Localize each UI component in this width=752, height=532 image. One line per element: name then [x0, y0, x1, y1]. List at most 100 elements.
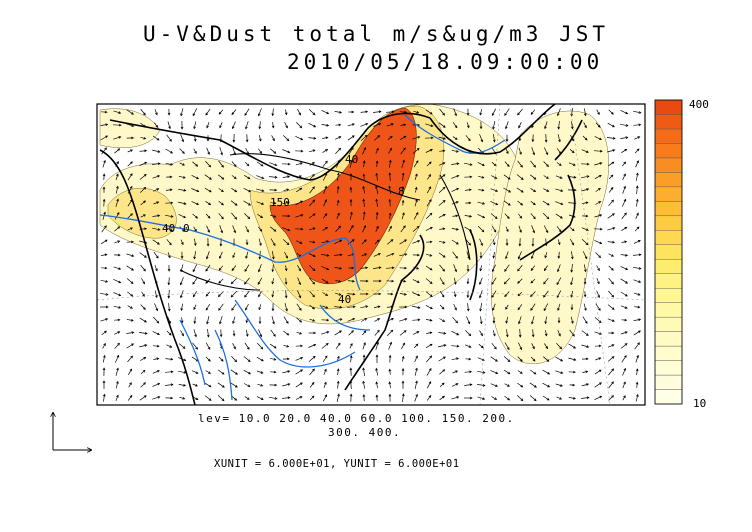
wind-vector-head — [375, 160, 379, 164]
wind-vector — [243, 187, 251, 193]
wind-vector-head — [612, 124, 615, 128]
wind-vector — [256, 201, 264, 205]
wind-vector-head — [441, 306, 445, 310]
wind-vector-head — [544, 321, 548, 325]
wind-vector — [166, 344, 172, 348]
wind-vector-head — [287, 383, 291, 386]
wind-vector — [361, 239, 367, 245]
wind-vector-head — [365, 110, 369, 114]
wind-vector-head — [430, 124, 434, 127]
wind-vector-head — [273, 229, 277, 232]
wind-vector-head — [491, 282, 494, 285]
wind-vector-head — [205, 281, 209, 284]
wind-vector — [334, 292, 342, 296]
wind-vector-head — [415, 160, 419, 164]
wind-vector — [556, 290, 562, 298]
wind-vector — [308, 213, 316, 219]
wind-vector-head — [404, 266, 408, 270]
wind-vector — [518, 316, 522, 324]
wind-vector — [439, 240, 445, 244]
wind-vector-head — [558, 229, 562, 233]
wind-vector-head — [299, 331, 303, 335]
wind-vector — [465, 135, 471, 141]
wind-vector-head — [104, 239, 108, 243]
wind-vector-head — [129, 185, 133, 189]
wind-vector — [115, 199, 119, 207]
wind-vector-head — [183, 383, 187, 387]
wind-vector — [568, 357, 576, 361]
wind-vector — [232, 147, 236, 155]
wind-vector-head — [118, 293, 122, 297]
wind-vector — [245, 251, 249, 259]
wind-vector-head — [157, 332, 160, 336]
wind-vector-head — [116, 394, 119, 398]
wind-vector-head — [312, 281, 316, 285]
wind-vector-head — [466, 125, 470, 129]
wind-vector — [375, 226, 379, 232]
wind-vector — [282, 397, 290, 399]
wind-vector-head — [584, 308, 587, 312]
wind-vector — [168, 289, 170, 299]
wind-vector — [531, 343, 535, 349]
wind-vector — [389, 186, 391, 194]
wind-vector — [165, 214, 173, 218]
wind-vector — [516, 187, 524, 193]
wind-vector-head — [482, 397, 486, 400]
wind-vector — [636, 199, 638, 207]
wind-vector — [362, 225, 366, 233]
wind-vector-head — [325, 343, 329, 346]
wind-vector — [205, 264, 211, 272]
wind-vector — [517, 108, 523, 116]
wind-vector — [425, 291, 433, 297]
wind-vector — [412, 240, 420, 244]
wind-vector — [477, 201, 485, 205]
wind-vector-head — [495, 202, 499, 206]
wind-vector — [595, 357, 601, 361]
wind-vector — [309, 174, 315, 180]
wind-vector-head — [155, 308, 159, 312]
wind-vector-head — [598, 369, 602, 373]
wind-vector-head — [532, 152, 536, 156]
wind-vector — [413, 160, 419, 168]
wind-vector — [100, 292, 108, 296]
wind-vector-head — [585, 201, 589, 205]
wind-vector-head — [300, 356, 304, 360]
wind-vector — [154, 122, 158, 128]
wind-vector-head — [388, 393, 392, 397]
wind-vector-head — [572, 383, 576, 387]
wind-vector-head — [274, 175, 278, 179]
wind-vector-head — [312, 186, 315, 190]
wind-vector-head — [179, 282, 183, 286]
wind-vector — [386, 253, 394, 257]
wind-vector — [140, 200, 146, 206]
wind-vector — [504, 264, 510, 272]
wind-vector-head — [441, 282, 445, 285]
wind-vector-head — [205, 293, 209, 297]
wind-vector-head — [391, 252, 395, 256]
wind-vector-head — [338, 136, 342, 139]
wind-vector — [478, 189, 484, 191]
wind-vector-head — [623, 381, 626, 385]
wind-vector-head — [559, 176, 563, 179]
wind-vector — [373, 111, 381, 113]
wind-vector-head — [363, 147, 367, 150]
wind-vector-head — [534, 385, 537, 388]
wind-vector-head — [494, 346, 497, 350]
wind-vector — [102, 355, 106, 363]
wind-vector-head — [611, 199, 614, 203]
wind-vector — [530, 291, 536, 297]
wind-vector-head — [261, 202, 265, 205]
wind-vector-head — [365, 266, 369, 270]
wind-vector — [389, 172, 391, 182]
wind-vector-head — [429, 331, 433, 335]
wind-vector-head — [377, 318, 381, 321]
wind-vector — [479, 303, 483, 311]
wind-vector — [451, 149, 459, 153]
wind-vector-head — [391, 317, 394, 321]
wind-vector-head — [362, 173, 366, 177]
wind-vector-head — [429, 212, 433, 216]
wind-vector-head — [442, 186, 446, 190]
wind-vector-head — [638, 267, 642, 270]
wind-vector — [230, 382, 238, 388]
wind-vector-head — [118, 306, 122, 309]
